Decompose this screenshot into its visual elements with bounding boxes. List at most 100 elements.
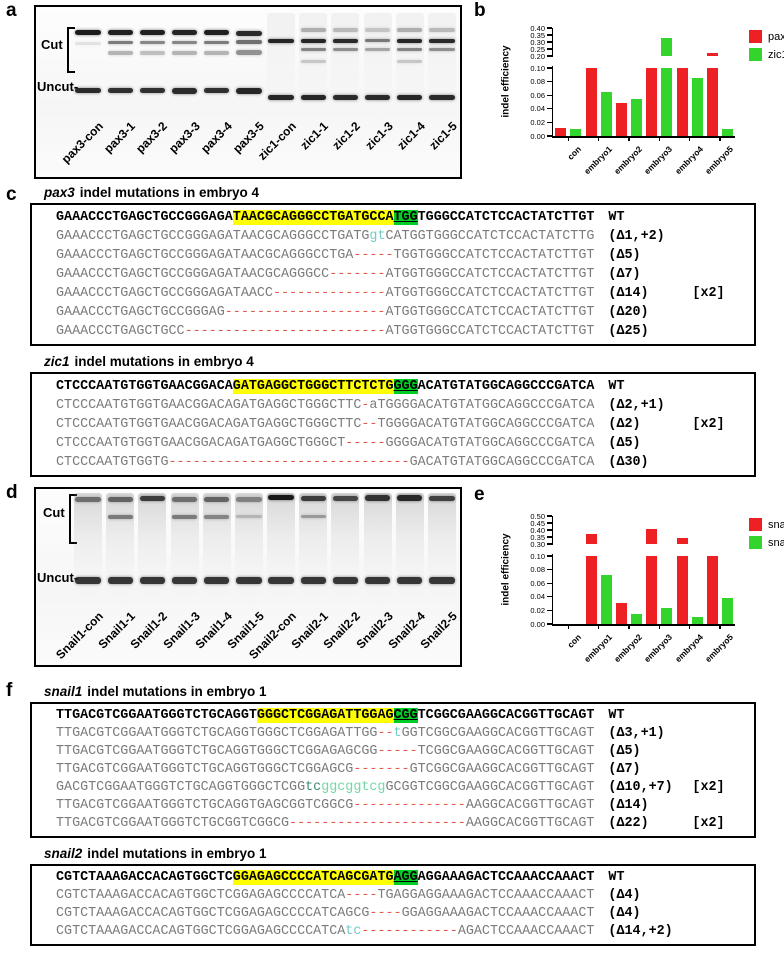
y-tick-label: 0.06 [530,578,545,588]
y-tick [546,135,552,137]
gel-lane-Snail1-2 [138,493,167,605]
y-axis-upper [551,516,553,545]
bar-top-pax3-embryo5 [706,52,718,56]
gel-band [236,30,262,36]
seq-segment: ------------------------------ [168,455,410,470]
y-axis-lower [551,66,553,136]
seq-segment: -------------- [272,286,386,301]
bar-top-snail1-embryo3 [646,528,658,544]
gel-band [300,515,326,519]
indel-tag: (Δ2) [608,417,641,432]
gel-band [204,577,230,584]
gel-lane-Snail2-5 [427,493,456,605]
bar-snail2-embryo3 [661,608,673,624]
seq-segment: GGGGACATGTATGGCAGGCCCGATCA [385,436,595,451]
seq-segment: GAAACCCTGAGCTGCCGGGAGA [56,210,233,225]
legend-item: zic1 [749,48,784,61]
gel-panel-a: Cut Uncut- pax3-con pax3-1 pax3-2 pax3-3 pax… [34,5,462,179]
seq-segment: GAAACCCTGAGCTGCCGGGAGATAACGCAGGGCCTGA [56,248,354,263]
indel-tag: (Δ10,+7) [608,780,673,795]
gel-lane-label: pax3-4 [197,119,235,156]
y-tick [546,536,552,538]
gel-lane-Snail1-4 [202,493,231,605]
x-tick-label: embryo3 [642,632,675,665]
title-text: indel mutations in embryo 4 [74,354,254,369]
sequence: GACGTCGGAATGGGTCTGCAGGTGGGCTCGGtcggcggtc… [56,779,594,797]
seq-segment: CTCCCAATGTGGTGAACGGACA [56,379,233,394]
gel-band [236,577,262,584]
bar-snail2-embryo4 [691,616,703,624]
y-tick-label: 0.20 [530,51,545,61]
gene-name: zic1 [44,354,70,369]
y-tick-label: 0.30 [530,37,545,47]
y-tick [546,121,552,123]
legend-label: pax3 [768,30,784,43]
bar-snail1-embryo3 [646,556,658,624]
seq-row: GAAACCCTGAGCTGCCGGGAGATAACGCAGGGCCTGA---… [56,246,746,265]
seq-segment: AGACTCCAAACCAAACT [457,924,595,939]
indel-tag: WT [608,379,625,394]
panel-label-a: a [6,0,17,21]
gel-band [75,42,101,46]
gel-band [364,95,391,101]
seq-segment: ACATGTATGGCAGGCCCGATCA [417,379,595,394]
gel-lane-Snail1-con [74,493,103,605]
x-tick-label: con [565,144,584,162]
indel-tag: (Δ7) [608,762,641,777]
seq-segment: GATGAGGCTGGGCTTCTCTG [232,379,394,394]
indel-tag: (Δ7) [608,267,641,282]
gel-lane-zic1-1 [299,13,328,117]
seq-row: CTCCCAATGTGGTGAACGGACAGATGAGGCTGGGCT----… [56,434,746,453]
seq-segment: tc [305,780,322,795]
chart-legend: snail1 snail2 [749,518,784,554]
x-tick [658,625,660,629]
bar-snail2-embryo1 [600,575,612,624]
gel-band [204,515,230,520]
sequence: CTCCCAATGTGGTGAACGGACAGATGAGGCTGGGCT----… [56,434,594,453]
y-tick [546,41,552,43]
bar-zic1-con [570,129,582,136]
indel-tag: (Δ4) [608,888,641,903]
gel-band [236,40,262,45]
seq-row: GACGTCGGAATGGGTCTGCAGGTGGGCTCGGtcggcggtc… [56,779,746,797]
indel-tag: (Δ20) [608,305,649,320]
gel-band [139,87,166,93]
seq-segment: GGAGGAAAGACTCCAAACCAAACT [401,906,595,921]
indel-tag: (Δ14,+2) [608,924,673,939]
gel-band [236,515,262,519]
gel-band [268,39,294,43]
y-tick-label: 0.30 [530,539,545,549]
seq-section-title-snail2: snail2 indel mutations in embryo 1 [44,846,756,861]
seq-segment: CATGGTGGGCCATCTCCACTATCTTG [385,229,595,244]
y-tick [546,529,552,531]
sequence: GAAACCCTGAGCTGCC------------------------… [56,322,594,341]
y-tick-label: 0.40 [530,23,545,33]
sequence: CGTCTAAAGACCACAGTGGCTCGGAGAGCCCCATCAGCGA… [56,869,594,887]
y-tick [546,27,552,29]
gel-lane-label: Snail1-con [53,609,106,662]
gel-band [107,29,133,35]
x-tick-label: embryo3 [642,144,675,177]
bar-snail1-embryo2 [615,602,627,624]
gel-lane-label: zic1-5 [426,119,460,153]
sequence: CTCCCAATGTGGTGAACGGACAGATGAGGCTGGGCTTC--… [56,415,594,434]
seq-segment: ----- [345,436,386,451]
gene-name: pax3 [44,185,75,200]
gel-band [397,495,423,502]
gel-band [429,48,455,52]
y-tick-label: 0.04 [530,592,545,602]
seq-segment: GAAACCCTGAGCTGCCGGGAGATAACC [56,286,273,301]
seq-box-zic1: CTCCCAATGTGGTGAACGGACAGATGAGGCTGGGCTTCTC… [30,372,756,477]
gel-band [139,29,166,35]
gel-band [204,87,230,93]
gel-lane-label: pax3-con [58,119,106,167]
x-tick-label: embryo5 [702,144,735,177]
gel-lane-Snail2-3 [363,493,392,605]
y-tick-label: 0.10 [530,551,545,561]
gel-band [429,39,455,43]
seq-section-title-zic1: zic1 indel mutations in embryo 4 [44,354,756,369]
seq-segment: ggcggtcg [321,780,386,795]
x-axis [551,624,735,626]
y-tick [546,609,552,611]
bar-pax3-embryo1 [585,68,597,136]
